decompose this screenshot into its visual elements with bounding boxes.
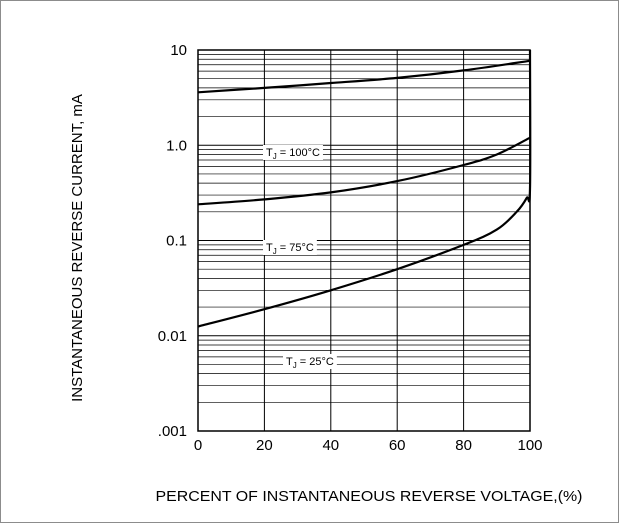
y-tick-label: 1.0 <box>166 137 187 154</box>
annotations: TJ = 100°CTJ = 75°CTJ = 25°C <box>263 145 337 370</box>
y-tick-label: 0.01 <box>158 328 187 345</box>
curve-label-sub: J <box>293 361 297 370</box>
y-axis-label: INSTANTANEOUS REVERSE CURRENT, mA <box>69 94 86 402</box>
series-line-1 <box>197 136 531 206</box>
x-tick-label: 20 <box>256 437 273 454</box>
plot-border <box>197 49 531 432</box>
x-tick-label: 0 <box>194 437 202 454</box>
curve-label-value: = 25°C <box>297 356 334 368</box>
y-tick-label: .001 <box>158 423 187 440</box>
curve-label-text: TJ = 25°C <box>286 356 334 370</box>
curve-label-t: T <box>266 147 273 159</box>
series-line-2 <box>197 49 532 328</box>
grid <box>197 49 531 432</box>
curve-label-bg <box>283 354 337 369</box>
x-tick-label: 100 <box>517 437 542 454</box>
curve-label-t: T <box>266 242 273 254</box>
curve-label-bg <box>263 145 323 160</box>
curve-label-text: TJ = 100°C <box>266 147 320 161</box>
curve-label-sub: J <box>273 247 277 256</box>
curve-label-0: TJ = 100°C <box>263 145 323 161</box>
curve-label-2: TJ = 25°C <box>283 354 337 370</box>
curve-label-value: = 75°C <box>277 242 314 254</box>
x-axis-label: PERCENT OF INSTANTANEOUS REVERSE VOLTAGE… <box>156 488 583 505</box>
curve-label-text: TJ = 75°C <box>266 242 314 256</box>
y-tick-label: 0.1 <box>166 233 187 250</box>
x-tick-label: 40 <box>322 437 339 454</box>
x-tick-label: 80 <box>455 437 472 454</box>
tick-labels: 0 20 40 60 80 100 10 1.0 0.1 0.01 .001 <box>158 42 543 454</box>
series-lines <box>197 49 532 328</box>
curve-label-1: TJ = 75°C <box>263 240 317 256</box>
series-line-0 <box>197 59 531 94</box>
curve-label-bg <box>263 240 317 255</box>
curve-label-t: T <box>286 356 293 368</box>
x-tick-label: 60 <box>389 437 406 454</box>
curve-label-value: = 100°C <box>277 147 320 159</box>
curve-label-sub: J <box>273 152 277 161</box>
y-tick-label: 10 <box>170 42 187 59</box>
